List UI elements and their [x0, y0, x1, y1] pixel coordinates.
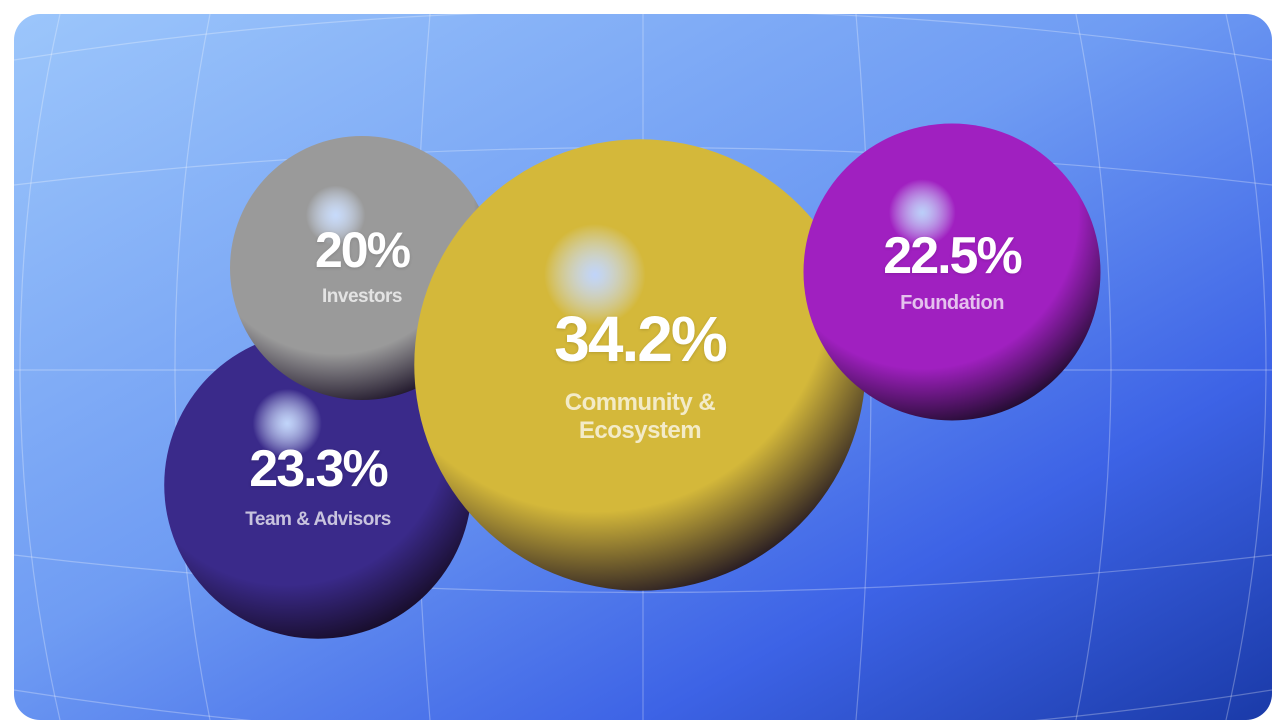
- value-label: 23.3%: [249, 440, 388, 498]
- value-label: 34.2%: [554, 303, 727, 375]
- bubble: [414, 139, 866, 591]
- value-label: 20%: [314, 222, 411, 278]
- value-label: 22.5%: [883, 227, 1022, 285]
- category-label: Team & Advisors: [245, 509, 391, 530]
- bubble: [164, 331, 472, 639]
- category-label: Investors: [322, 286, 402, 307]
- category-label: Foundation: [900, 292, 1004, 314]
- category-label: Community & Ecosystem: [564, 389, 716, 444]
- bubble: [803, 123, 1101, 421]
